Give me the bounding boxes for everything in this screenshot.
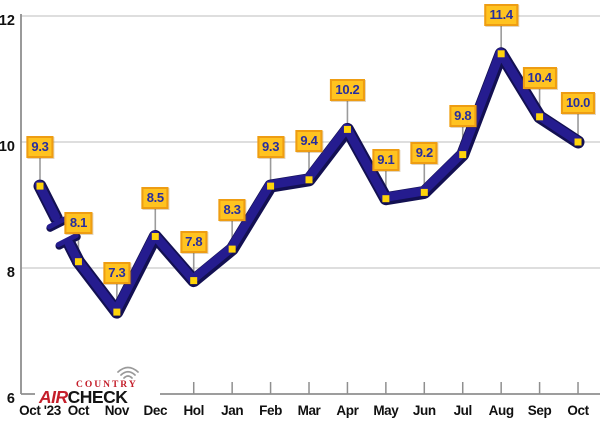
x-axis-label: Oct '23 — [19, 403, 61, 418]
country-aircheck-logo: COUNTRY AIRCHECK — [35, 358, 160, 408]
value-label: 8.1 — [64, 211, 93, 234]
value-label: 7.3 — [103, 262, 131, 285]
x-axis-label: Jul — [453, 403, 473, 418]
value-label: 10.0 — [560, 92, 596, 114]
value-label: 7.8 — [180, 230, 208, 253]
value-label: 9.2 — [410, 142, 438, 165]
x-axis-label: Nov — [104, 403, 130, 418]
series-line — [34, 180, 61, 222]
y-axis-label: 8 — [7, 265, 15, 281]
series-line-under — [71, 47, 585, 319]
x-axis-label: Jun — [412, 403, 436, 418]
x-axis-label: Oct — [567, 403, 589, 418]
x-axis-label: Mar — [297, 403, 321, 418]
data-point-marker — [151, 233, 159, 240]
y-axis-label: 6 — [7, 391, 15, 407]
value-label: 10.4 — [522, 66, 557, 89]
value-label: 9.1 — [372, 148, 400, 171]
x-axis-label: May — [373, 403, 399, 418]
series-line — [73, 48, 582, 316]
logo-air-text: AIR — [39, 387, 68, 407]
x-axis-label: Feb — [259, 403, 282, 418]
value-label: 11.4 — [484, 3, 518, 26]
x-axis-label: Apr — [336, 403, 359, 418]
x-axis-label: Hol — [183, 403, 204, 418]
data-point-marker — [305, 176, 313, 184]
x-axis-label: Jan — [221, 403, 244, 418]
value-label: 8.3 — [218, 199, 246, 222]
data-point-marker — [574, 138, 582, 146]
x-axis-label: Sep — [527, 403, 552, 418]
x-axis-label: Dec — [143, 403, 168, 418]
value-label: 10.2 — [330, 79, 365, 102]
radio-waves-icon — [117, 366, 139, 379]
data-point-marker — [113, 308, 121, 316]
x-axis-label: Aug — [488, 403, 514, 418]
data-point-marker — [190, 277, 198, 285]
data-point-marker — [36, 182, 44, 190]
value-label: 8.5 — [141, 186, 169, 209]
data-point-marker — [343, 125, 351, 133]
value-label: 9.3 — [256, 136, 285, 159]
y-axis-label: 12 — [0, 13, 15, 29]
x-axis-label: Oct — [67, 403, 90, 418]
data-point-marker — [267, 182, 275, 190]
logo-check-text: CHECK — [67, 387, 128, 407]
series-line — [46, 215, 70, 230]
data-point-marker — [497, 50, 505, 58]
data-point-marker — [382, 195, 390, 203]
data-point-marker — [459, 151, 467, 159]
y-axis-label: 10 — [0, 139, 15, 155]
series-line — [55, 233, 79, 248]
data-point-marker — [228, 245, 236, 253]
data-point-marker — [420, 188, 428, 196]
value-label: 9.3 — [26, 136, 54, 159]
value-label: 9.8 — [449, 104, 477, 127]
value-label: 9.4 — [295, 129, 323, 152]
logo-aircheck-text: AIRCHECK — [39, 387, 128, 408]
logo-country-text: COUNTRY — [76, 380, 138, 390]
data-point-marker — [74, 258, 82, 266]
data-point-marker — [536, 113, 544, 121]
